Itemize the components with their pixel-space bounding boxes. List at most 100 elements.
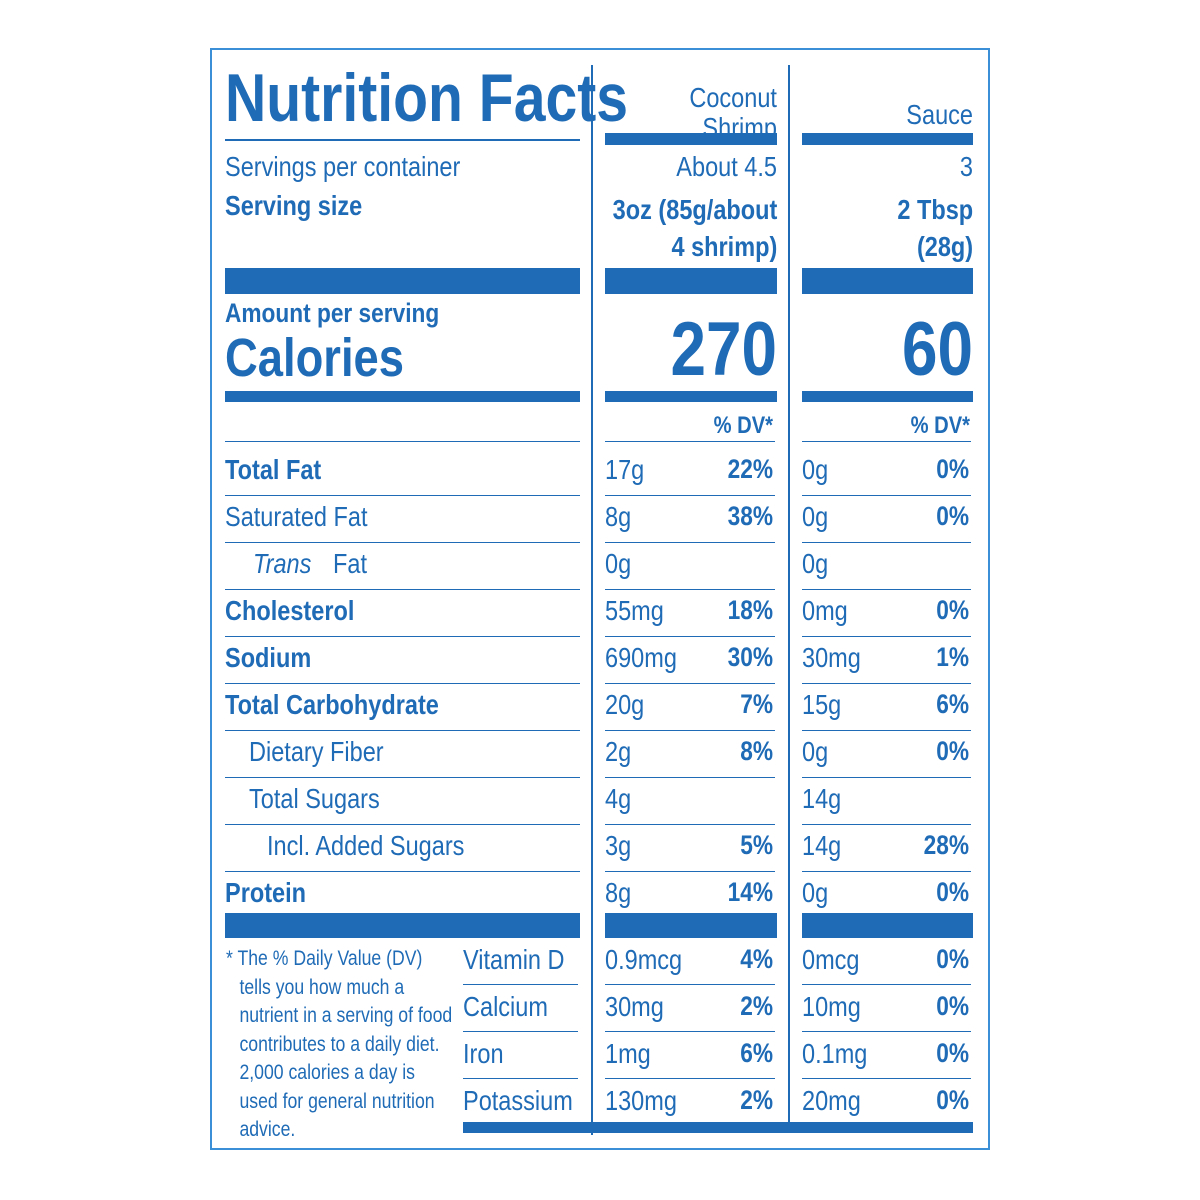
amount: 20mg — [802, 1084, 861, 1116]
thick-rule — [802, 133, 973, 145]
rule — [225, 139, 580, 141]
daily-value: 5% — [740, 830, 773, 861]
daily-value: 22% — [727, 454, 773, 485]
rule — [463, 1031, 578, 1032]
rule — [225, 777, 580, 778]
column-divider — [591, 65, 593, 1135]
amount: 17g — [605, 453, 645, 485]
rule — [225, 495, 580, 496]
nutrient-name: Cholesterol — [225, 594, 355, 626]
amount: 3g — [605, 829, 632, 861]
rule — [802, 589, 971, 590]
amount: 690mg — [605, 641, 677, 673]
thick-rule — [605, 913, 777, 938]
title: Nutrition Facts — [225, 59, 629, 136]
calories-value: 270 — [670, 307, 777, 393]
serving-size-label: Serving size — [225, 189, 363, 221]
rule — [605, 542, 775, 543]
nutrient-name: Saturated Fat — [225, 500, 368, 532]
nutrient-name: Protein — [225, 876, 307, 908]
nutrient-name: Fat — [333, 547, 367, 579]
nutrient-name: Dietary Fiber — [249, 735, 384, 767]
rule — [605, 636, 775, 637]
thick-rule — [802, 268, 973, 294]
daily-value: 0% — [936, 1038, 969, 1069]
daily-value: 28% — [923, 830, 969, 861]
daily-value: 0% — [936, 501, 969, 532]
servings-value: About 4.5 — [676, 150, 777, 182]
daily-value: 4% — [740, 944, 773, 975]
amount: 8g — [605, 500, 632, 532]
rule — [802, 824, 971, 825]
daily-value: 14% — [727, 877, 773, 908]
rule — [802, 636, 971, 637]
rule — [605, 777, 775, 778]
rule — [802, 441, 971, 442]
rule — [802, 495, 971, 496]
daily-value: 8% — [740, 736, 773, 767]
amount: 0g — [802, 453, 829, 485]
amount: 0g — [802, 735, 829, 767]
daily-value: 2% — [740, 991, 773, 1022]
amount: 130mg — [605, 1084, 677, 1116]
thick-rule — [605, 391, 777, 402]
thick-rule — [225, 391, 580, 402]
thick-rule — [802, 913, 973, 938]
amount: 0mcg — [802, 943, 860, 975]
vitamin-name: Potassium — [463, 1084, 573, 1116]
rule — [225, 683, 580, 684]
rule — [225, 824, 580, 825]
nutrient-name: Trans — [253, 547, 312, 579]
column-divider — [788, 65, 790, 1125]
rule — [605, 824, 775, 825]
amount: 55mg — [605, 594, 664, 626]
daily-value: 0% — [936, 595, 969, 626]
rule — [605, 730, 775, 731]
nutrient-name: Total Fat — [225, 453, 322, 485]
daily-value: 0% — [936, 1085, 969, 1116]
rule — [225, 542, 580, 543]
amount: 1mg — [605, 1037, 651, 1069]
rule — [802, 777, 971, 778]
amount: 20g — [605, 688, 645, 720]
amount: 30mg — [802, 641, 861, 673]
amount: 0g — [802, 876, 829, 908]
daily-value: 6% — [936, 689, 969, 720]
vitamin-name: Iron — [463, 1037, 504, 1069]
amount: 30mg — [605, 990, 664, 1022]
rule — [225, 589, 580, 590]
daily-value: 0% — [936, 944, 969, 975]
daily-value: 0% — [936, 877, 969, 908]
serving-size-value: 2 Tbsp (28g) — [897, 193, 973, 262]
footnote: * The % Daily Value (DV) tells you how m… — [226, 947, 453, 1142]
amount: 0g — [802, 500, 829, 532]
daily-value: 38% — [727, 501, 773, 532]
column-header: Sauce — [906, 98, 973, 130]
daily-value: 18% — [727, 595, 773, 626]
amount: 14g — [802, 782, 842, 814]
vitamin-name: Vitamin D — [463, 943, 565, 975]
nutrient-name: Sodium — [225, 641, 312, 673]
daily-value: 0% — [936, 991, 969, 1022]
rule — [463, 984, 578, 985]
servings-value: 3 — [959, 150, 973, 182]
servings-label: Servings per container — [225, 150, 461, 182]
rule — [463, 1078, 578, 1079]
amount: 0.1mg — [802, 1037, 868, 1069]
rule — [802, 542, 971, 543]
rule — [802, 984, 971, 985]
amount: 14g — [802, 829, 842, 861]
rule — [802, 1078, 971, 1079]
nutrient-name: Incl. Added Sugars — [267, 829, 465, 861]
thick-rule — [225, 268, 580, 294]
rule — [802, 683, 971, 684]
rule — [225, 730, 580, 731]
dv-header: % DV* — [713, 411, 773, 439]
rule — [605, 984, 775, 985]
rule — [605, 441, 775, 442]
thick-rule — [605, 133, 777, 145]
serving-size-value: 3oz (85g/about 4 shrimp) — [612, 193, 777, 262]
nutrient-name: Total Carbohydrate — [225, 688, 439, 720]
thick-rule — [802, 391, 973, 402]
